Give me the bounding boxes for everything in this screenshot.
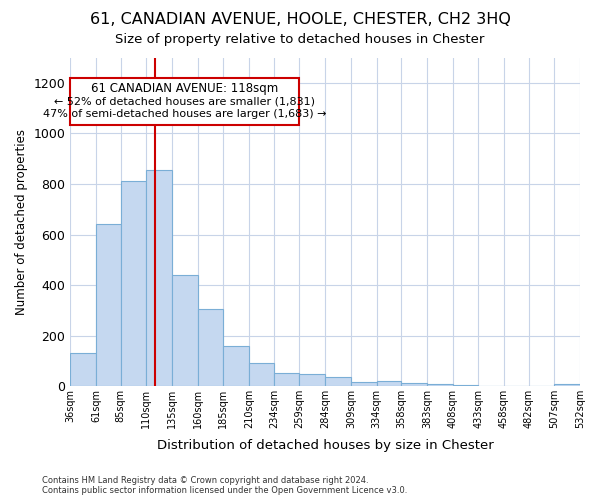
Bar xyxy=(299,374,325,386)
Bar xyxy=(70,354,96,386)
FancyBboxPatch shape xyxy=(70,78,299,124)
Bar xyxy=(146,170,172,386)
Bar xyxy=(198,309,223,386)
Bar xyxy=(172,275,198,386)
Text: ← 52% of detached houses are smaller (1,831): ← 52% of detached houses are smaller (1,… xyxy=(55,96,316,106)
Text: 61, CANADIAN AVENUE, HOOLE, CHESTER, CH2 3HQ: 61, CANADIAN AVENUE, HOOLE, CHESTER, CH2… xyxy=(89,12,511,28)
Bar xyxy=(554,384,580,386)
Bar xyxy=(223,346,249,386)
Text: Contains public sector information licensed under the Open Government Licence v3: Contains public sector information licen… xyxy=(42,486,407,495)
Text: 61 CANADIAN AVENUE: 118sqm: 61 CANADIAN AVENUE: 118sqm xyxy=(91,82,278,94)
Bar xyxy=(96,224,121,386)
Bar xyxy=(427,384,452,386)
Text: Size of property relative to detached houses in Chester: Size of property relative to detached ho… xyxy=(115,32,485,46)
Bar xyxy=(249,362,274,386)
Bar xyxy=(401,383,427,386)
Bar xyxy=(274,374,299,386)
Y-axis label: Number of detached properties: Number of detached properties xyxy=(15,129,28,315)
Text: Contains HM Land Registry data © Crown copyright and database right 2024.: Contains HM Land Registry data © Crown c… xyxy=(42,476,368,485)
Bar xyxy=(325,378,351,386)
X-axis label: Distribution of detached houses by size in Chester: Distribution of detached houses by size … xyxy=(157,440,494,452)
Text: 47% of semi-detached houses are larger (1,683) →: 47% of semi-detached houses are larger (… xyxy=(43,109,326,119)
Bar xyxy=(121,182,146,386)
Bar xyxy=(377,381,401,386)
Bar xyxy=(351,382,377,386)
